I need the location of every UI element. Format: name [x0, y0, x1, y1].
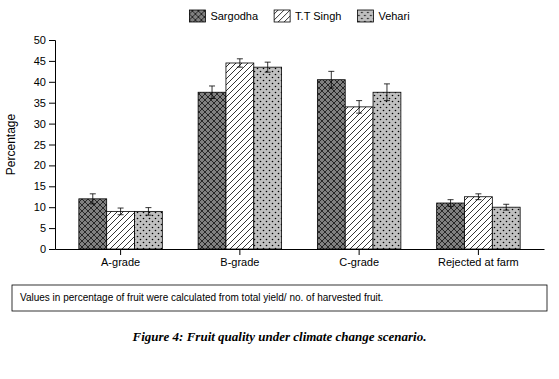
x-axis-line — [56, 249, 545, 250]
x-tick-mark — [359, 249, 360, 255]
x-tick-mark — [478, 249, 479, 255]
y-tick-label: 20 — [34, 159, 46, 171]
error-bar — [209, 86, 215, 99]
error-bar — [503, 204, 509, 210]
y-tick: 20 — [34, 159, 55, 171]
legend-swatch — [357, 10, 373, 22]
legend-swatch — [274, 10, 290, 22]
bar — [464, 197, 492, 249]
y-tick-label: 15 — [34, 180, 46, 192]
y-tick-label: 35 — [34, 97, 46, 109]
bar — [254, 67, 282, 249]
legend-item: Vehari — [357, 10, 409, 22]
error-bar — [237, 59, 243, 67]
error-bar — [145, 208, 151, 216]
bar — [492, 207, 520, 249]
y-tick: 0 — [40, 243, 55, 255]
plot: 0 5 10 15 20 25 30 35 40 45 50 A-grade B-grade C-grad… — [4, 34, 545, 268]
x-tick: B-grade — [220, 249, 259, 268]
bar — [198, 92, 226, 249]
y-tick-label: 40 — [34, 76, 46, 88]
legend-swatch — [189, 10, 205, 22]
y-tick: 5 — [40, 222, 55, 234]
y-tick: 45 — [34, 55, 55, 67]
y-tick-mark — [49, 124, 55, 125]
x-tick: C-grade — [339, 249, 379, 268]
error-bar — [356, 101, 362, 114]
series — [107, 59, 493, 249]
y-tick-mark — [49, 165, 55, 166]
error-bar — [328, 71, 334, 88]
legend: Sargodha T.T Singh Vehari — [189, 10, 409, 22]
note: Values in percentage of fruit were calcu… — [20, 292, 383, 303]
y-tick-label: 5 — [40, 222, 46, 234]
bar — [317, 80, 345, 249]
bar — [107, 211, 135, 249]
error-bar — [265, 62, 271, 72]
y-axis: 0 5 10 15 20 25 30 35 40 45 50 — [34, 34, 56, 255]
x-tick-label: A-grade — [101, 256, 140, 268]
y-tick-mark — [49, 186, 55, 187]
bar — [226, 63, 254, 249]
x-axis: A-grade B-grade C-grade Rejected at farm — [56, 249, 545, 268]
x-tick-mark — [120, 249, 121, 255]
y-tick-mark — [49, 228, 55, 229]
x-tick-mark — [239, 249, 240, 255]
error-bar — [448, 200, 454, 207]
y-tick: 50 — [34, 34, 55, 46]
y-tick-label: 45 — [34, 55, 46, 67]
y-tick: 25 — [34, 139, 55, 151]
y-tick: 15 — [34, 180, 55, 192]
x-tick-label: B-grade — [220, 256, 259, 268]
bar — [373, 92, 401, 249]
y-tick-mark — [49, 82, 55, 83]
x-tick-label: C-grade — [339, 256, 379, 268]
y-tick-mark — [49, 207, 55, 208]
y-tick-label: 25 — [34, 139, 46, 151]
error-bar — [90, 194, 96, 204]
series — [135, 62, 521, 249]
bar — [135, 211, 163, 249]
y-tick-label: 50 — [34, 34, 46, 46]
x-tick-label: Rejected at farm — [438, 256, 519, 268]
bar — [345, 107, 373, 249]
bar — [437, 203, 465, 249]
caption: Figure 4: Fruit quality under climate ch… — [132, 329, 427, 344]
y-tick: 40 — [34, 76, 55, 88]
x-tick: A-grade — [101, 249, 140, 268]
y-tick-label: 10 — [34, 201, 46, 213]
y-tick-mark — [49, 61, 55, 62]
legend-label: Sargodha — [210, 10, 259, 22]
error-bar — [118, 208, 124, 215]
y-tick-mark — [49, 103, 55, 104]
y-tick: 35 — [34, 97, 55, 109]
y-tick-mark — [49, 40, 55, 41]
legend-item: Sargodha — [189, 10, 259, 22]
note-box — [12, 285, 547, 311]
y-tick: 10 — [34, 201, 55, 213]
y-axis-title: Percentage — [4, 113, 18, 175]
legend-label: Vehari — [378, 10, 409, 22]
y-tick: 30 — [34, 118, 55, 130]
bar — [79, 199, 107, 249]
bars — [79, 59, 520, 249]
legend-label: T.T Singh — [295, 10, 341, 22]
legend-item: T.T Singh — [274, 10, 341, 22]
y-tick-mark — [49, 249, 55, 250]
error-bar — [384, 84, 390, 101]
chart: 0 5 10 15 20 25 30 35 40 45 50 A-grade B-grade C-grad… — [0, 0, 559, 379]
y-tick-label: 30 — [34, 118, 46, 130]
y-axis-line — [49, 41, 56, 250]
x-tick: Rejected at farm — [438, 249, 519, 268]
y-tick-label: 0 — [40, 243, 46, 255]
y-tick-mark — [49, 145, 55, 146]
error-bar — [475, 194, 481, 200]
